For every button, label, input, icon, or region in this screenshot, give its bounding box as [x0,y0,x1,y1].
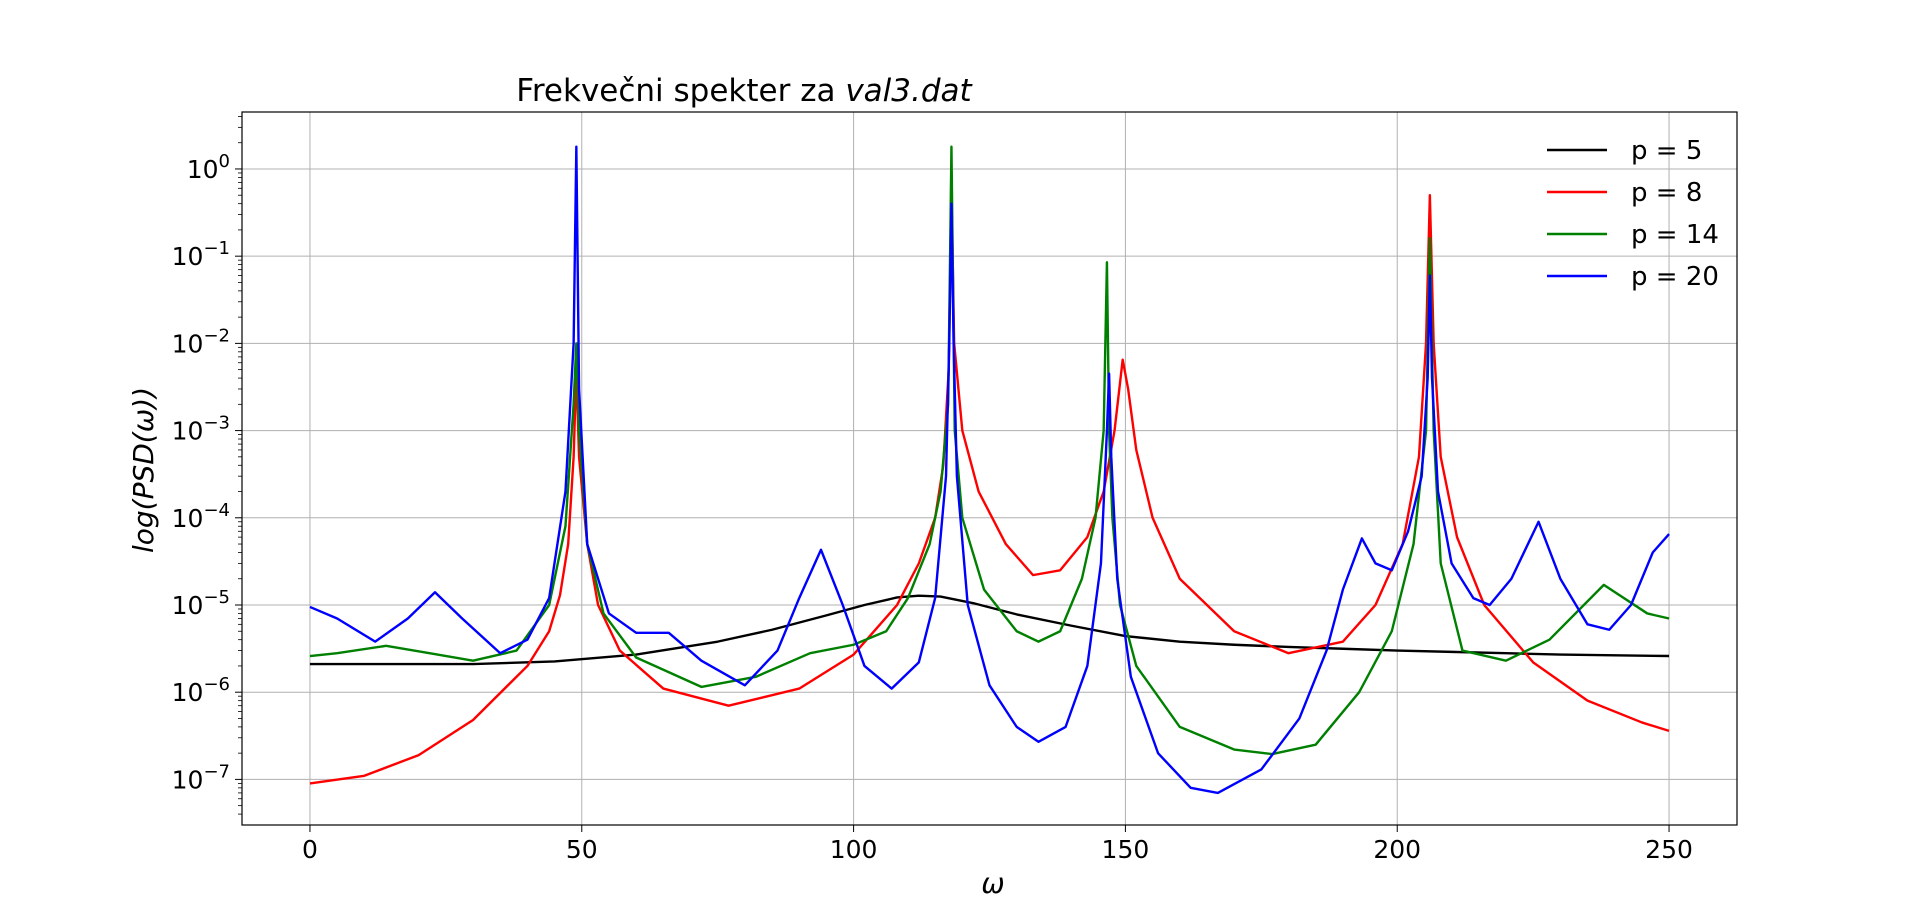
y-tick-label: 10−7 [172,761,230,794]
y-axis: 100 10−1 10−2 10−3 10−4 10−5 10−6 10−7 [172,116,242,815]
legend-label: p = 8 [1631,178,1702,208]
y-tick-label: 10−1 [172,238,230,271]
y-tick-label: 10−2 [172,325,230,358]
x-tick-label: 200 [1373,835,1421,864]
plot-frame [241,111,1738,826]
y-tick-label: 10−4 [172,500,230,533]
legend-label: p = 20 [1631,262,1719,292]
x-tick-label: 100 [830,835,878,864]
chart-title: Frekvečni spekter za val3.dat [516,73,973,109]
x-tick-label: 50 [566,835,598,864]
legend: p = 5 p = 8 p = 14 p = 20 [1547,136,1719,292]
grid [242,112,1737,825]
y-tick-label: 100 [187,151,230,184]
legend-label: p = 5 [1631,136,1702,166]
series-line-1 [309,594,1670,666]
x-tick-label: 150 [1102,835,1150,864]
x-axis-label: ω [981,867,1004,900]
series-layer [309,145,1670,795]
legend-label: p = 14 [1631,220,1719,250]
x-tick-label: 250 [1645,835,1693,864]
y-tick-label: 10−5 [172,587,230,620]
y-axis-label: log(PSD(ω)) [127,387,160,553]
x-axis: 0 50 100 150 200 250 [302,825,1693,864]
series-line-2 [309,187,1670,785]
series-line-4 [309,145,1670,795]
y-tick-label: 10−6 [172,674,230,707]
y-tick-label: 10−3 [172,413,230,446]
series-line-3 [309,145,1670,756]
x-tick-label: 0 [302,835,318,864]
